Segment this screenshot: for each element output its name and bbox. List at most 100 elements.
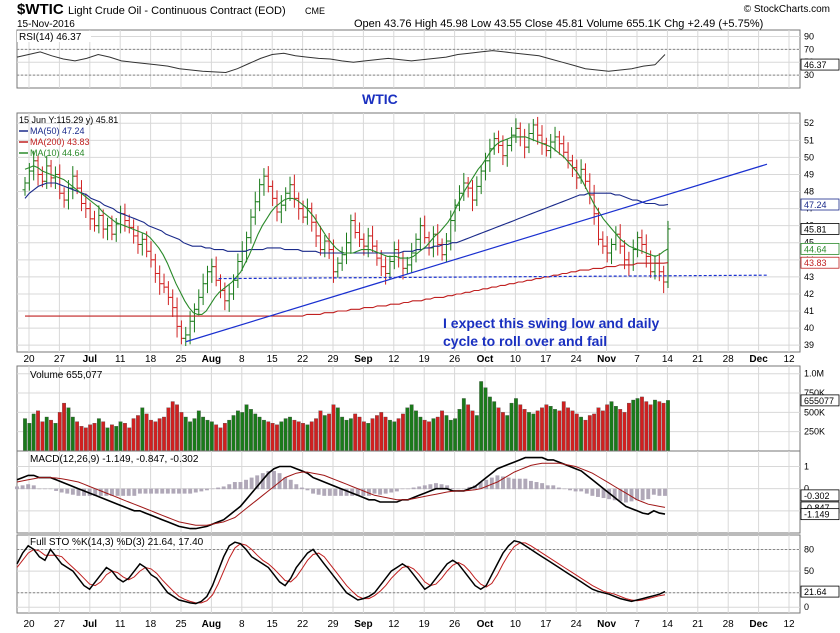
volume-bar [218, 427, 223, 452]
volume-bar [470, 410, 475, 452]
macd-histogram-bar [299, 487, 304, 490]
x-tick-label: Nov [597, 619, 616, 630]
volume-bar [196, 410, 201, 452]
x-tick-label: 14 [662, 619, 674, 630]
volume-bar [592, 413, 597, 452]
macd-histogram-bar [272, 470, 276, 490]
volume-bar [214, 424, 219, 452]
ma10-line [24, 136, 669, 315]
macd-histogram-bar [657, 488, 662, 496]
volume-bar [75, 421, 80, 452]
macd-histogram-bar [361, 488, 366, 496]
volume-ytick-label: 250K [804, 427, 825, 437]
x-tick-label: 11 [115, 619, 126, 630]
volume-bar [36, 410, 40, 452]
macd-histogram-bar [461, 488, 466, 490]
macd-right-label-box [800, 489, 840, 502]
macd-histogram-bar [568, 488, 572, 491]
volume-bar [318, 410, 323, 452]
volume-bar [296, 421, 301, 452]
volume-bar [457, 409, 462, 452]
volume-bar [31, 413, 36, 452]
volume-bar [635, 398, 640, 452]
volume-bar [657, 401, 662, 452]
sto-panel [16, 534, 801, 614]
volume-bar [322, 415, 327, 452]
volume-bar [275, 424, 279, 452]
volume-bar [644, 401, 649, 452]
x-tick-label: 12 [783, 619, 795, 630]
volume-current-label: 655077 [804, 396, 834, 406]
volume-bar [487, 396, 492, 452]
low-label: Low [471, 18, 491, 30]
volume-bar [375, 415, 379, 452]
chart-header: $WTIC Light Crude Oil - Continuous Contr… [17, 1, 830, 30]
volume-bar [114, 426, 119, 452]
macd-histogram-bar [327, 488, 332, 496]
volume-bar [414, 410, 418, 452]
volume-bar [66, 407, 71, 452]
symbol-name: Light Crude Oil - Continuous Contract (E… [68, 5, 286, 17]
low-value: 43.55 [494, 18, 522, 30]
volume-bar [388, 419, 392, 452]
macd-histogram-bar [70, 488, 75, 495]
sto-current-label-box [800, 585, 840, 598]
volume-bar [166, 407, 171, 452]
x-tick-label: 20 [23, 354, 35, 365]
volume-bar [392, 421, 397, 452]
x-tick-label: 27 [54, 619, 66, 630]
volume-bar [144, 413, 149, 452]
macd-histogram-bar [579, 488, 584, 492]
x-tick-label: 12 [388, 619, 400, 630]
macd-histogram-bar [260, 473, 265, 490]
macd-right-label: -1.149 [804, 510, 830, 520]
macd-histogram-bar [439, 484, 444, 490]
volume-bar [527, 412, 531, 452]
price-ytick-label: 40 [804, 323, 814, 333]
rsi-current-label: 46.37 [804, 60, 827, 70]
volume-bar [418, 416, 423, 452]
sto-ytick-label: 50 [804, 566, 814, 576]
volume-bar [309, 421, 314, 452]
price-legend-ma200: MA(200) 43.83 [30, 137, 90, 147]
volume-bar [509, 402, 514, 452]
macd-histogram-bar [199, 488, 204, 492]
macd-histogram-bar [417, 486, 422, 490]
macd-histogram-bar [523, 478, 528, 490]
price-right-label-box [800, 242, 840, 255]
volume-bar [479, 381, 484, 452]
price-right-label: 43.83 [804, 258, 827, 268]
volume-bar [383, 416, 388, 452]
x-tick-label: 25 [175, 354, 187, 365]
x-tick-label: 10 [510, 619, 522, 630]
macd-histogram-bar [339, 488, 343, 496]
x-tick-label: 24 [571, 619, 583, 630]
macd-histogram-bar [126, 488, 131, 496]
exchange-label: CME [305, 6, 325, 16]
macd-ytick-label: 1 [804, 462, 809, 472]
macd-histogram-bar [478, 482, 483, 490]
volume-bar [209, 421, 214, 452]
volume-bar [288, 416, 292, 452]
volume-bar [327, 413, 332, 452]
price-ytick-label: 42 [804, 289, 814, 299]
macd-histogram-bar [137, 488, 142, 494]
x-tick-label: Aug [202, 354, 221, 365]
price-ytick-label: 48 [804, 187, 814, 197]
volume-bar [244, 404, 249, 452]
volume-bar [544, 404, 549, 452]
price-ytick-label: 45 [804, 238, 814, 248]
macd-histogram-bar [42, 488, 47, 490]
x-tick-label: 15 [267, 354, 279, 365]
x-tick-label: 18 [145, 354, 157, 365]
volume-bar [431, 418, 436, 452]
volume-bar [396, 418, 401, 452]
macd-histogram-bar [294, 484, 299, 490]
volume-bar [370, 418, 375, 452]
macd-panel [16, 450, 801, 534]
x-tick-label: 24 [571, 354, 583, 365]
volume-bar [618, 409, 623, 452]
macd-histogram-bar [428, 484, 433, 490]
watermark: © StockCharts.com [744, 4, 830, 15]
volume-bar [661, 402, 666, 452]
